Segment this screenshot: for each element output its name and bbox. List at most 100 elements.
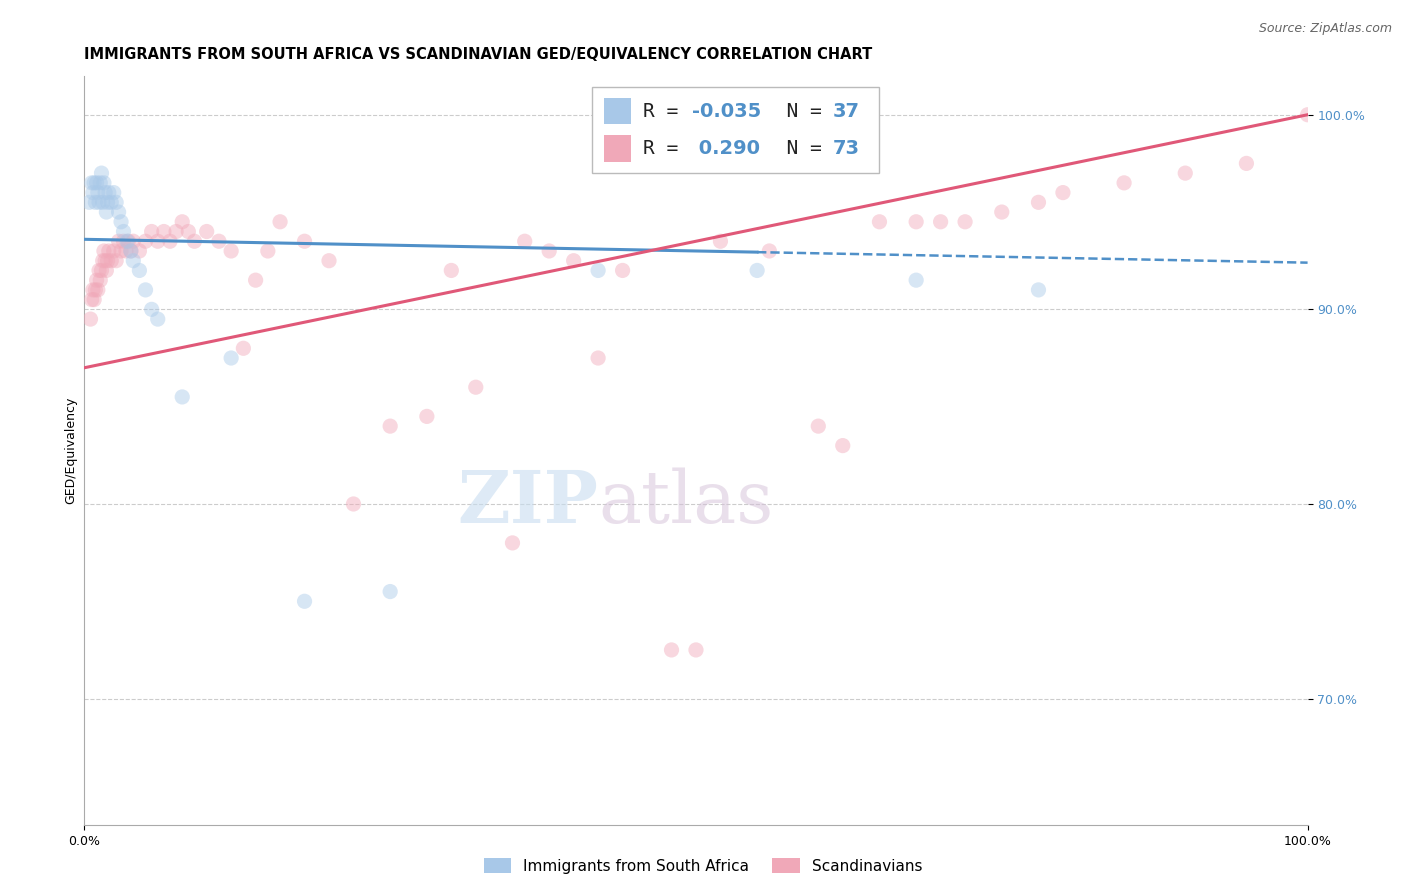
Point: [105, 253, 128, 268]
Point: [416, 409, 439, 424]
Point: [107, 234, 129, 248]
Point: [87, 186, 110, 200]
Point: [165, 225, 187, 239]
Y-axis label: GED/Equivalency: GED/Equivalency: [65, 397, 77, 504]
Point: [86, 273, 108, 287]
Text: Source: ZipAtlas.com: Source: ZipAtlas.com: [1258, 22, 1392, 36]
Point: [269, 215, 291, 229]
Point: [117, 234, 139, 248]
Point: [128, 244, 150, 258]
Point: [1028, 195, 1050, 210]
Point: [905, 215, 928, 229]
Point: [83, 293, 105, 307]
Point: [159, 234, 181, 248]
Point: [100, 253, 122, 268]
Point: [232, 341, 254, 355]
Point: [747, 263, 769, 277]
Point: [141, 302, 163, 317]
Text: ZIP: ZIP: [457, 467, 598, 539]
Point: [342, 497, 364, 511]
Point: [86, 176, 108, 190]
Text: 37: 37: [832, 102, 860, 120]
Point: [758, 244, 780, 258]
Point: [135, 283, 157, 297]
Point: [153, 225, 176, 239]
Text: IMMIGRANTS FROM SOUTH AFRICA VS SCANDINAVIAN GED/EQUIVALENCY CORRELATION CHART: IMMIGRANTS FROM SOUTH AFRICA VS SCANDINA…: [84, 47, 873, 62]
Point: [380, 584, 402, 599]
Text: 0.290: 0.290: [692, 139, 761, 158]
Text: R =: R =: [644, 102, 690, 120]
Point: [91, 253, 114, 268]
Point: [93, 176, 115, 190]
Point: [905, 273, 928, 287]
Point: [82, 186, 104, 200]
Point: [172, 215, 194, 229]
Point: [869, 215, 891, 229]
Point: [1174, 166, 1197, 180]
Point: [83, 176, 105, 190]
Point: [112, 234, 135, 248]
Point: [562, 253, 585, 268]
FancyBboxPatch shape: [592, 87, 880, 173]
Point: [294, 234, 316, 248]
Point: [440, 263, 463, 277]
Point: [135, 234, 157, 248]
Point: [80, 176, 103, 190]
Legend: Immigrants from South Africa, Scandinavians: Immigrants from South Africa, Scandinavi…: [478, 852, 928, 880]
Point: [245, 273, 267, 287]
FancyBboxPatch shape: [605, 136, 631, 161]
Point: [97, 195, 120, 210]
Point: [195, 225, 218, 239]
Point: [97, 244, 120, 258]
Text: 73: 73: [832, 139, 860, 158]
Point: [1114, 176, 1136, 190]
Point: [586, 351, 609, 365]
Point: [90, 263, 112, 277]
Point: [1296, 108, 1319, 122]
Point: [112, 225, 135, 239]
Point: [685, 643, 707, 657]
Point: [94, 253, 117, 268]
Point: [105, 195, 128, 210]
Point: [172, 390, 194, 404]
Point: [94, 186, 117, 200]
Point: [831, 439, 853, 453]
Text: R =: R =: [644, 139, 690, 158]
Point: [929, 215, 952, 229]
Point: [96, 205, 118, 219]
Point: [807, 419, 830, 434]
Point: [146, 234, 169, 248]
Point: [612, 263, 634, 277]
Point: [80, 293, 103, 307]
Point: [120, 244, 142, 258]
Point: [110, 244, 132, 258]
Point: [103, 244, 125, 258]
Point: [219, 351, 242, 365]
Text: N =: N =: [763, 139, 834, 158]
Point: [120, 244, 142, 258]
Point: [87, 283, 110, 297]
Point: [1236, 156, 1258, 170]
Point: [122, 234, 145, 248]
Point: [709, 234, 731, 248]
Point: [115, 244, 138, 258]
Point: [107, 205, 129, 219]
Point: [97, 253, 120, 268]
Point: [1052, 186, 1074, 200]
Point: [502, 536, 524, 550]
Point: [110, 215, 132, 229]
Point: [141, 225, 163, 239]
Point: [84, 283, 107, 297]
Point: [146, 312, 169, 326]
Point: [103, 186, 125, 200]
Text: -0.035: -0.035: [692, 102, 762, 120]
Point: [183, 234, 205, 248]
Text: atlas: atlas: [598, 467, 773, 538]
Point: [97, 186, 120, 200]
Point: [93, 244, 115, 258]
Point: [89, 176, 111, 190]
Point: [1028, 283, 1050, 297]
Point: [115, 234, 138, 248]
Point: [77, 195, 100, 210]
Point: [91, 195, 114, 210]
